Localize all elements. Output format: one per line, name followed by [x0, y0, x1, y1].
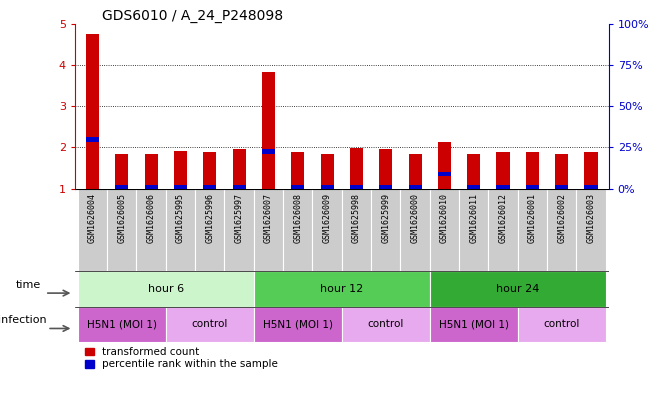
Bar [342, 307, 430, 342]
Text: GSM1626004: GSM1626004 [88, 193, 97, 243]
Legend: transformed count, percentile rank within the sample: transformed count, percentile rank withi… [85, 347, 278, 369]
Bar [438, 172, 451, 176]
Bar [145, 154, 158, 189]
Bar [350, 184, 363, 189]
Bar [320, 154, 334, 189]
Bar [115, 154, 128, 189]
Bar [145, 184, 158, 189]
Text: control: control [544, 319, 580, 329]
Bar [555, 154, 568, 189]
Bar [497, 152, 510, 189]
Text: GSM1626008: GSM1626008 [294, 193, 302, 243]
Bar [430, 271, 605, 307]
Bar [576, 189, 605, 271]
Bar [518, 189, 547, 271]
Text: GSM1625997: GSM1625997 [234, 193, 243, 243]
Bar [459, 189, 488, 271]
Text: hour 12: hour 12 [320, 284, 363, 294]
Bar [78, 307, 166, 342]
Text: GSM1625998: GSM1625998 [352, 193, 361, 243]
Text: control: control [368, 319, 404, 329]
Bar [497, 184, 510, 189]
Text: GSM1626002: GSM1626002 [557, 193, 566, 243]
Bar [137, 189, 166, 271]
Bar [232, 149, 245, 189]
Bar [379, 149, 393, 189]
Bar [254, 307, 342, 342]
Bar [78, 189, 107, 271]
Bar [107, 189, 137, 271]
Text: control: control [191, 319, 228, 329]
Bar [438, 142, 451, 189]
Bar [174, 151, 187, 189]
Bar [430, 189, 459, 271]
Bar [254, 271, 430, 307]
Bar [350, 148, 363, 189]
Bar [379, 184, 393, 189]
Bar [174, 184, 187, 189]
Text: GSM1625995: GSM1625995 [176, 193, 185, 243]
Text: GSM1626006: GSM1626006 [146, 193, 156, 243]
Bar [291, 152, 305, 189]
Bar [400, 189, 430, 271]
Bar [262, 149, 275, 154]
Text: GSM1625996: GSM1625996 [205, 193, 214, 243]
Bar [488, 189, 518, 271]
Bar [232, 184, 245, 189]
Text: time: time [16, 279, 41, 290]
Text: GSM1626001: GSM1626001 [528, 193, 537, 243]
Bar [86, 34, 99, 189]
Text: GSM1626005: GSM1626005 [117, 193, 126, 243]
Text: GSM1626000: GSM1626000 [411, 193, 420, 243]
Bar [86, 137, 99, 142]
Text: H5N1 (MOI 1): H5N1 (MOI 1) [439, 319, 509, 329]
Text: GSM1626011: GSM1626011 [469, 193, 478, 243]
Bar [262, 72, 275, 189]
Bar [203, 184, 216, 189]
Bar [467, 154, 480, 189]
Bar [555, 184, 568, 189]
Bar [547, 189, 576, 271]
Bar [283, 189, 312, 271]
Bar [526, 184, 539, 189]
Text: GSM1626010: GSM1626010 [440, 193, 449, 243]
Text: GSM1625999: GSM1625999 [381, 193, 390, 243]
Bar [115, 184, 128, 189]
Text: GSM1626003: GSM1626003 [587, 193, 596, 243]
Bar [166, 307, 254, 342]
Bar [203, 152, 216, 189]
Bar [467, 184, 480, 189]
Bar [254, 189, 283, 271]
Text: GSM1626012: GSM1626012 [499, 193, 508, 243]
Text: infection: infection [0, 315, 46, 325]
Bar [409, 184, 422, 189]
Bar [166, 189, 195, 271]
Bar [225, 189, 254, 271]
Bar [585, 152, 598, 189]
Bar [526, 152, 539, 189]
Text: hour 24: hour 24 [496, 284, 540, 294]
Bar [430, 307, 518, 342]
Bar [195, 189, 225, 271]
Text: GSM1626007: GSM1626007 [264, 193, 273, 243]
Bar [518, 307, 605, 342]
Bar [342, 189, 371, 271]
Text: hour 6: hour 6 [148, 284, 184, 294]
Text: H5N1 (MOI 1): H5N1 (MOI 1) [263, 319, 333, 329]
Bar [312, 189, 342, 271]
Bar [320, 184, 334, 189]
Text: H5N1 (MOI 1): H5N1 (MOI 1) [87, 319, 157, 329]
Bar [291, 184, 305, 189]
Bar [585, 184, 598, 189]
Bar [78, 271, 254, 307]
Text: GDS6010 / A_24_P248098: GDS6010 / A_24_P248098 [102, 9, 283, 22]
Text: GSM1626009: GSM1626009 [323, 193, 331, 243]
Bar [409, 154, 422, 189]
Bar [371, 189, 400, 271]
